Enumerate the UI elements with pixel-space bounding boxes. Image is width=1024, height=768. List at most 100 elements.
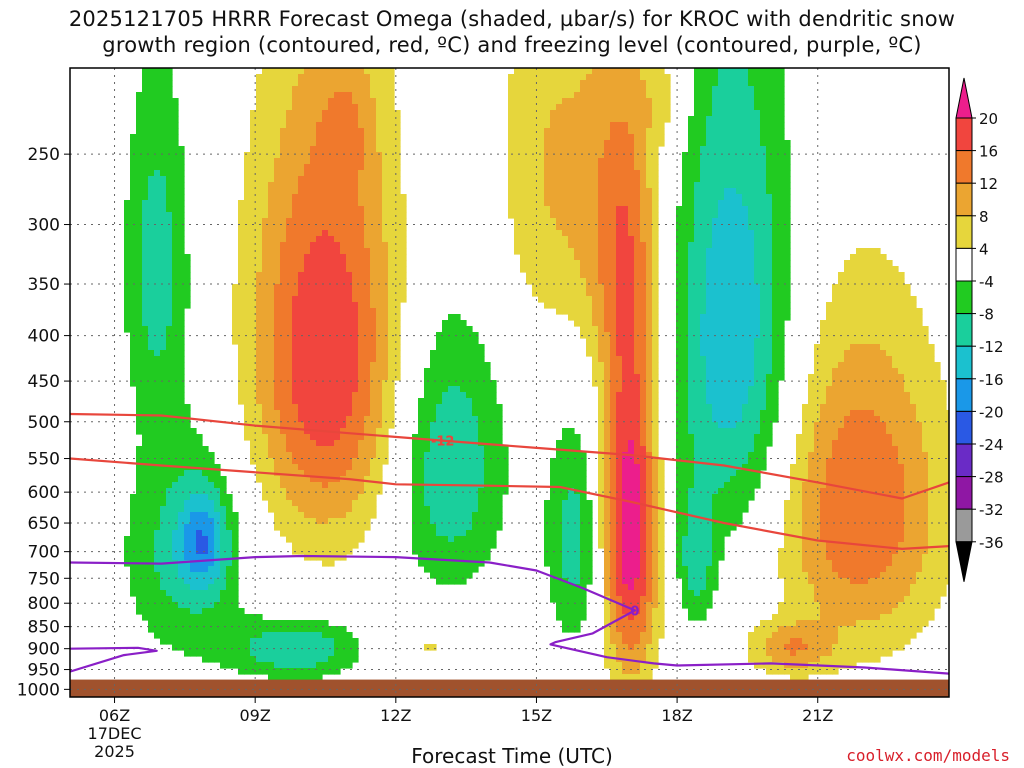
omega-cell <box>274 314 281 321</box>
omega-cell <box>382 386 389 393</box>
omega-cell <box>526 230 533 237</box>
omega-cell <box>328 236 335 243</box>
omega-cell <box>292 620 299 627</box>
omega-cell <box>454 380 461 387</box>
omega-cell <box>334 500 341 507</box>
omega-cell <box>148 320 155 327</box>
omega-cell <box>148 434 155 441</box>
omega-cell <box>328 626 335 633</box>
omega-cell <box>532 86 539 93</box>
omega-cell <box>394 272 401 279</box>
omega-cell <box>262 362 269 369</box>
omega-cell <box>160 248 167 255</box>
omega-cell <box>244 410 251 417</box>
omega-cell <box>268 386 275 393</box>
omega-cell <box>292 536 299 543</box>
omega-cell <box>322 182 329 189</box>
omega-cell <box>364 236 371 243</box>
omega-cell <box>340 644 347 651</box>
omega-cell <box>286 386 293 393</box>
omega-cell <box>550 200 557 207</box>
omega-cell <box>262 464 269 471</box>
omega-cell <box>340 392 347 399</box>
omega-cell <box>610 284 617 291</box>
omega-cell <box>394 302 401 309</box>
omega-cell <box>154 548 161 555</box>
omega-cell <box>250 344 257 351</box>
omega-cell <box>556 80 563 87</box>
omega-cell <box>250 368 257 375</box>
omega-cell <box>154 482 161 489</box>
omega-cell <box>598 146 605 153</box>
omega-cell <box>274 68 281 75</box>
omega-cell <box>244 374 251 381</box>
omega-cell <box>352 644 359 651</box>
omega-cell <box>448 392 455 399</box>
omega-cell <box>358 386 365 393</box>
omega-cell <box>334 440 341 447</box>
omega-cell <box>418 560 425 567</box>
omega-cell <box>262 326 269 333</box>
omega-cell <box>160 356 167 363</box>
omega-cell <box>334 104 341 111</box>
omega-cell <box>556 512 563 519</box>
omega-cell <box>130 308 137 315</box>
omega-cell <box>316 206 323 213</box>
omega-cell <box>376 374 383 381</box>
omega-cell <box>538 104 545 111</box>
omega-cell <box>316 434 323 441</box>
omega-cell <box>538 74 545 81</box>
omega-cell <box>232 620 239 627</box>
omega-cell <box>610 500 617 507</box>
omega-cell <box>418 554 425 561</box>
omega-cell <box>454 512 461 519</box>
omega-cell <box>496 464 503 471</box>
omega-cell <box>154 362 161 369</box>
omega-cell <box>316 194 323 201</box>
omega-cell <box>286 362 293 369</box>
omega-cell <box>526 272 533 279</box>
omega-cell <box>178 296 185 303</box>
omega-cell <box>550 488 557 495</box>
omega-cell <box>298 326 305 333</box>
omega-cell <box>598 164 605 171</box>
omega-cell <box>562 488 569 495</box>
omega-cell <box>340 296 347 303</box>
omega-cell <box>610 506 617 513</box>
omega-cell <box>250 302 257 309</box>
omega-cell <box>322 362 329 369</box>
omega-cell <box>376 416 383 423</box>
omega-cell <box>352 230 359 237</box>
omega-cell <box>148 464 155 471</box>
omega-cell <box>268 290 275 297</box>
omega-cell <box>568 212 575 219</box>
omega-cell <box>484 386 491 393</box>
omega-cell <box>208 656 215 663</box>
omega-cell <box>328 518 335 525</box>
omega-cell <box>328 152 335 159</box>
omega-cell <box>358 158 365 165</box>
omega-cell <box>436 542 443 549</box>
omega-cell <box>394 248 401 255</box>
omega-cell <box>160 92 167 99</box>
omega-cell <box>352 650 359 657</box>
omega-cell <box>460 362 467 369</box>
omega-cell <box>256 428 263 435</box>
omega-cell <box>346 176 353 183</box>
omega-cell <box>142 470 149 477</box>
omega-cell <box>490 512 497 519</box>
omega-cell <box>484 416 491 423</box>
omega-cell <box>412 518 419 525</box>
omega-cell <box>514 152 521 159</box>
omega-cell <box>322 512 329 519</box>
omega-cell <box>604 368 611 375</box>
omega-cell <box>268 248 275 255</box>
omega-cell <box>376 224 383 231</box>
omega-cell <box>376 206 383 213</box>
omega-cell <box>166 374 173 381</box>
omega-cell <box>166 356 173 363</box>
omega-cell <box>352 110 359 117</box>
omega-cell <box>346 296 353 303</box>
omega-cell <box>310 146 317 153</box>
omega-cell <box>532 278 539 285</box>
